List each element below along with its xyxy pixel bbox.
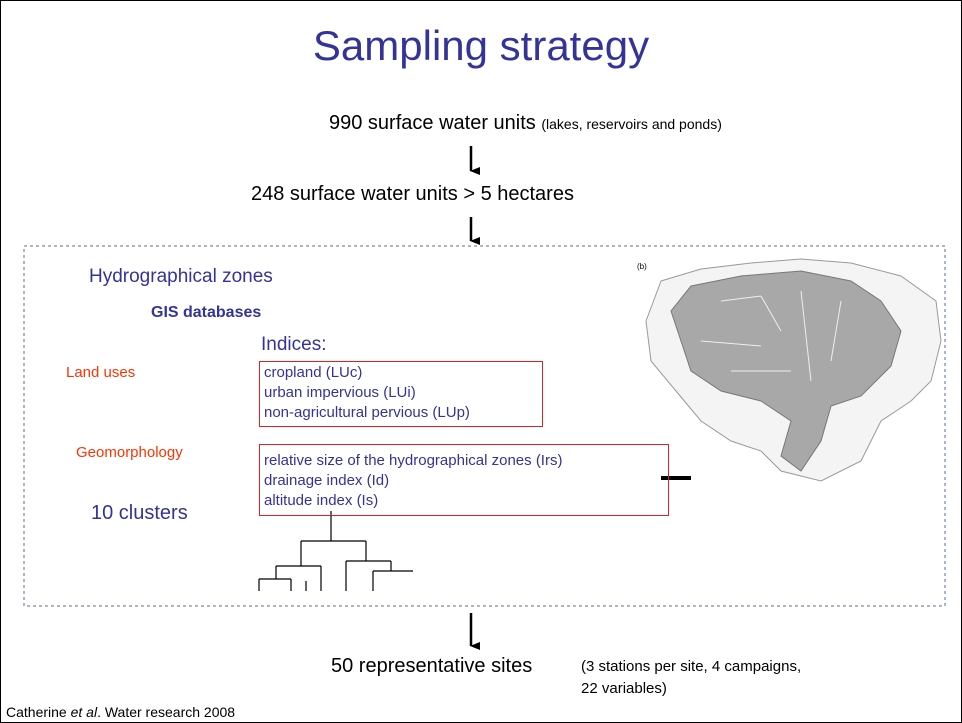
citation: Catherine et al. Water research 2008 <box>6 705 235 719</box>
step: 990 surface water units (lakes, reservoi… <box>329 113 722 133</box>
index-item: drainage index (Id) <box>264 472 390 489</box>
panel-subheading: GIS databases <box>151 304 262 321</box>
panel-heading: Hydrographical zones <box>89 266 273 287</box>
title: Sampling strategy <box>312 22 650 69</box>
group-label: Geomorphology <box>76 444 183 461</box>
result-note: 22 variables) <box>581 680 667 697</box>
index-item: non-agricultural pervious (LUp) <box>264 404 470 421</box>
step-note: (lakes, reservoirs and ponds) <box>541 116 722 132</box>
citation-author: Catherine <box>6 704 67 720</box>
index-item: urban impervious (LUi) <box>264 384 416 401</box>
result-main: 50 representative sites <box>331 655 533 677</box>
step-main: 990 surface water units <box>329 112 536 134</box>
result-note: (3 stations per site, 4 campaigns, <box>581 658 802 675</box>
clusters: 10 clusters <box>91 502 188 524</box>
citation-rest: . Water research 2008 <box>97 704 236 720</box>
map-scale <box>661 476 691 480</box>
index-box <box>259 444 669 516</box>
map-borders <box>700 290 842 382</box>
index-item: cropland (LUc) <box>264 364 363 381</box>
map-label: (b) <box>637 262 647 271</box>
index-item: relative size of the hydrographical zone… <box>264 452 563 469</box>
indices-label: Indices: <box>261 334 327 355</box>
map <box>645 258 942 482</box>
index-item: altitude index (Is) <box>264 492 379 509</box>
step-main: 248 surface water units > 5 hectares <box>251 183 574 205</box>
index-box <box>259 361 543 427</box>
citation-etal: et al <box>70 704 98 720</box>
dendrogram <box>258 511 413 591</box>
dashed-panel <box>23 245 946 607</box>
group-label: Land uses <box>66 364 136 381</box>
